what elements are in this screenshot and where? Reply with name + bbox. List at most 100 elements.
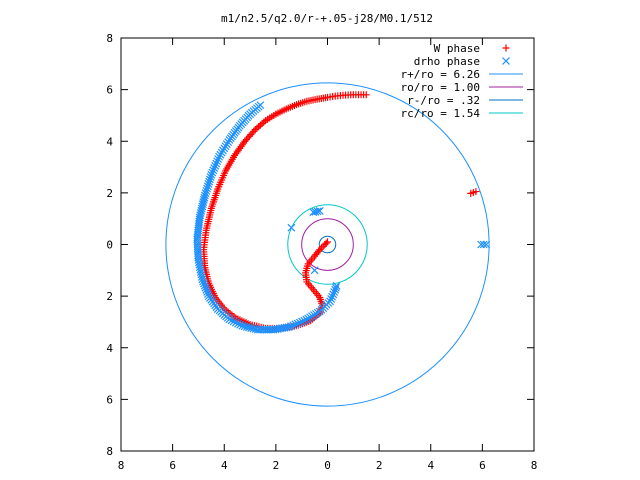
legend-label: rc/ro = 1.54 [401, 107, 481, 120]
w-phase-point [316, 246, 324, 254]
drho-phase-point [245, 323, 253, 332]
drho-phase-point [201, 283, 210, 292]
drho-phase-point [328, 292, 337, 301]
legend-label: r+/ro = 6.26 [401, 68, 480, 81]
drho-phase-point [199, 277, 208, 286]
y-tick-label: 8 [106, 32, 113, 45]
drho-phase-point [310, 266, 319, 275]
drho-phase-point [330, 288, 339, 296]
drho-phase-point [236, 320, 245, 329]
y-tick-label: 6 [106, 84, 113, 97]
drho-phase-point [282, 323, 291, 332]
x-tick-label: 4 [427, 459, 434, 472]
drho-phase-point [215, 152, 224, 161]
drho-phase-point [225, 315, 234, 324]
legend-label: W phase [434, 42, 480, 55]
drho-phase-point [212, 159, 221, 168]
x-tick-label: 6 [479, 459, 486, 472]
w-phase-point [317, 244, 325, 252]
w-phase-point [253, 124, 261, 132]
y-tick-label: 8 [106, 445, 113, 458]
drho-phase-point [227, 316, 236, 325]
w-phase-point [255, 123, 263, 131]
drho-phase-point [208, 168, 217, 177]
w-phase-point [319, 242, 327, 250]
y-tick-label: 0 [106, 239, 113, 252]
drho-phase-point [234, 319, 242, 328]
drho-phase-point [203, 288, 212, 296]
drho-phase-point [229, 317, 238, 326]
drho-phase-point [202, 285, 211, 294]
x-tick-label: 2 [376, 459, 383, 472]
w-phase-point [324, 238, 331, 246]
drho-phase-point [284, 323, 293, 332]
w-phase-point [248, 129, 256, 137]
y-tick-label: 2 [106, 187, 113, 200]
legend-label: drho phase [414, 55, 480, 68]
drho-phase-point [206, 173, 215, 182]
w-phase-point [244, 134, 252, 142]
y-tick-label: 4 [106, 135, 113, 148]
drho-phase-point [331, 283, 340, 292]
drho-phase-point [198, 275, 207, 284]
data-series [193, 91, 491, 334]
x-tick-label: 4 [221, 459, 228, 472]
drho-phase-point [477, 240, 486, 249]
drho-phase-point [238, 321, 247, 330]
drho-phase-point [204, 290, 212, 298]
drho-phase-point [309, 208, 318, 217]
w-phase-point [251, 126, 259, 134]
drho-phase-point [289, 321, 298, 330]
radius-circle [318, 235, 337, 254]
x-tick-label: 6 [169, 459, 176, 472]
legend-plus-marker [502, 44, 510, 52]
drho-phase-point [201, 189, 210, 198]
drho-phase-point [202, 186, 211, 195]
drho-phase-point [211, 161, 220, 170]
drho-phase-point [298, 317, 306, 326]
drho-phase-point [247, 324, 256, 332]
w-phase-point [250, 127, 258, 135]
legend-cross-marker [502, 57, 510, 65]
w-phase-point [467, 189, 475, 197]
drho-phase-point [332, 281, 341, 290]
drho-phase-point [205, 177, 214, 186]
drho-phase-point [203, 184, 211, 193]
drho-phase-point [231, 318, 240, 327]
w-phase-point [262, 117, 270, 125]
series-1 [193, 101, 491, 334]
drho-phase-point [214, 155, 223, 163]
drho-phase-point [199, 279, 208, 288]
drho-phase-point [205, 175, 214, 184]
drho-phase-point [295, 318, 304, 327]
radius-circles [165, 82, 490, 407]
w-phase-point [314, 247, 322, 255]
drho-phase-point [207, 170, 216, 179]
radius-circle [301, 218, 354, 271]
x-tick-label: 8 [118, 459, 125, 472]
drho-phase-point [327, 295, 336, 303]
w-phase-point [256, 121, 264, 129]
radius-circle [165, 82, 490, 407]
drho-phase-point [209, 166, 218, 175]
drho-phase-point [210, 164, 219, 172]
legend-label: r-/ro = .32 [407, 94, 480, 107]
drho-phase-point [479, 240, 488, 249]
drho-phase-point [242, 322, 251, 331]
drho-phase-point [329, 290, 338, 299]
drho-phase-point [197, 273, 206, 281]
radius-circle [287, 204, 368, 285]
drho-phase-point [311, 207, 320, 216]
drho-phase-point [293, 319, 302, 328]
drho-phase-point [213, 157, 222, 166]
y-tick-label: 4 [106, 342, 113, 355]
w-phase-point [247, 131, 255, 139]
x-tick-label: 0 [324, 459, 331, 472]
drho-phase-point [287, 223, 296, 232]
drho-phase-point [291, 320, 300, 329]
y-tick-label: 6 [106, 393, 113, 406]
legend-label: ro/ro = 1.00 [401, 81, 480, 94]
